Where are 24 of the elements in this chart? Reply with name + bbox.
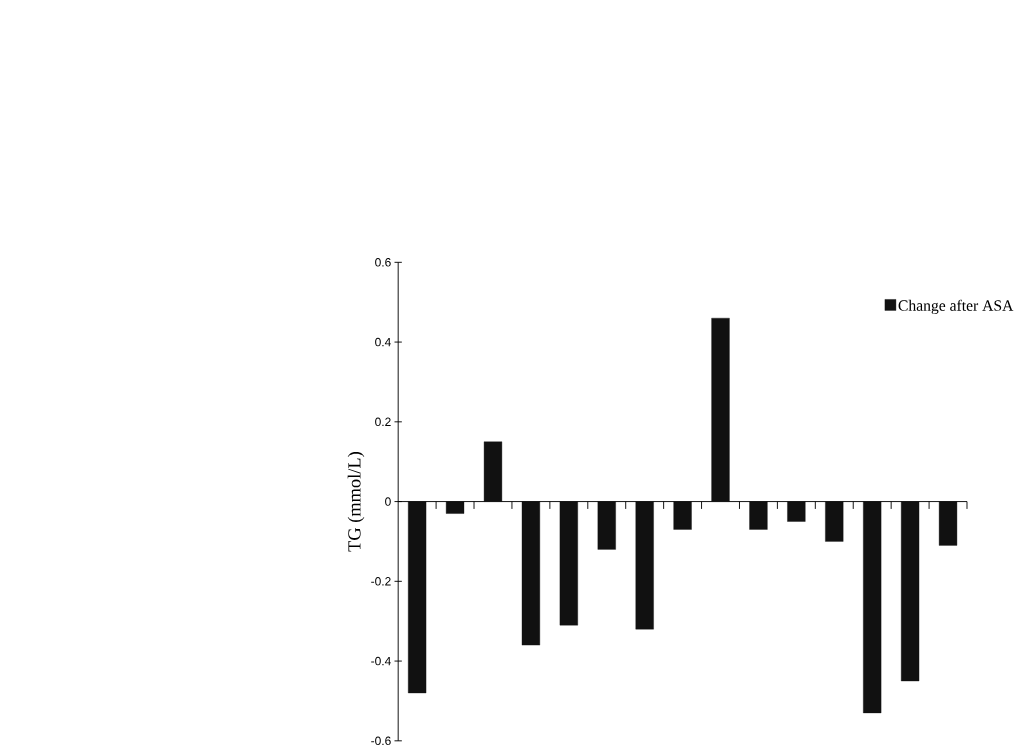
bar bbox=[787, 501, 806, 522]
bar bbox=[559, 501, 578, 626]
bar bbox=[863, 501, 882, 714]
y-tick-label: -0.6 bbox=[371, 736, 391, 745]
bar bbox=[938, 501, 958, 546]
bar bbox=[408, 501, 427, 694]
y-tick-label: 0.6 bbox=[375, 258, 391, 267]
y-tick-label: -0.2 bbox=[371, 577, 391, 586]
bar bbox=[749, 501, 768, 530]
bar bbox=[635, 501, 654, 630]
y-axis-title: TG (mmol/L) bbox=[347, 452, 365, 552]
bar bbox=[597, 501, 616, 550]
y-tick-label: 0.2 bbox=[375, 417, 391, 427]
bar bbox=[673, 501, 692, 530]
bar bbox=[825, 501, 844, 542]
y-tick-label: -0.4 bbox=[371, 656, 391, 666]
legend-label: Change after ASA bbox=[898, 299, 1014, 315]
bar bbox=[445, 501, 465, 514]
bar bbox=[521, 501, 541, 646]
bar bbox=[483, 441, 503, 502]
y-tick-label: 0.4 bbox=[375, 337, 391, 347]
y-tick-label: 0 bbox=[385, 497, 391, 506]
bar bbox=[901, 501, 920, 682]
bar bbox=[711, 317, 730, 502]
